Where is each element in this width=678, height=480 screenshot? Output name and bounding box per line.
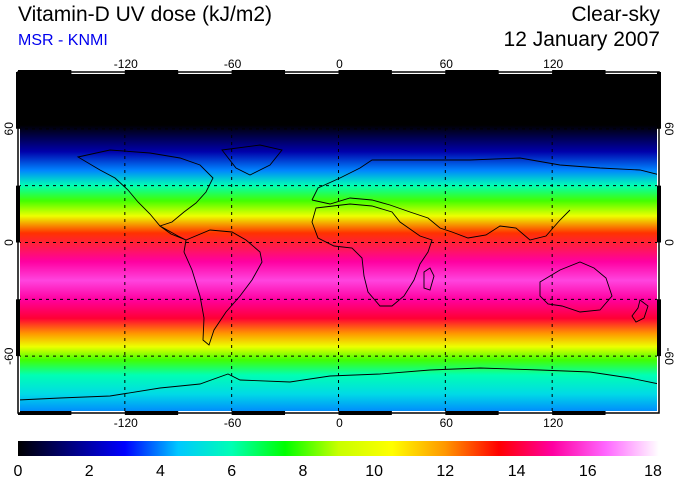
colorbar-label-2: 2 — [85, 463, 94, 480]
lon-label-bottom-0: 0 — [336, 416, 343, 430]
map-frame — [17, 71, 660, 414]
colorbar: 0 2 4 6 8 10 12 14 16 18 — [14, 441, 662, 480]
lat-label-left-minus60: -60 — [2, 347, 16, 365]
lon-label-bottom-minus60: -60 — [224, 416, 242, 430]
coastline-greenland — [221, 144, 283, 176]
coastline-madagascar — [423, 267, 435, 291]
map-source: MSR - KNMI — [18, 32, 108, 49]
colorbar-label-16: 16 — [579, 463, 597, 480]
colorbar-label-14: 14 — [508, 463, 526, 480]
sky-condition: Clear-sky — [571, 3, 660, 26]
lat-label-right-60: 60 — [662, 122, 676, 136]
lon-label-bottom-minus120: -120 — [114, 416, 138, 430]
colorbar-label-12: 12 — [436, 463, 454, 480]
lon-label-bottom-120: 120 — [543, 416, 563, 430]
lon-label-top-0: 0 — [336, 57, 343, 71]
lon-labels-bottom: -120 -60 0 60 120 — [114, 416, 564, 430]
colorbar-label-4: 4 — [156, 463, 165, 480]
colorbar-gradient — [18, 441, 659, 456]
coastline-africa — [311, 203, 433, 307]
lon-label-bottom-60: 60 — [440, 416, 454, 430]
map-panel: -120 -60 0 60 120 -120 -60 0 60 120 60 0… — [2, 57, 676, 430]
lat-label-right-0: 0 — [662, 239, 676, 246]
map-title: Vitamin-D UV dose (kJ/m2) — [18, 3, 273, 26]
colorbar-label-0: 0 — [14, 463, 23, 480]
colorbar-label-10: 10 — [365, 463, 383, 480]
coastline-north-america — [76, 149, 214, 241]
lat-labels-left: 60 0 -60 — [2, 122, 16, 365]
map-date: 12 January 2007 — [503, 28, 660, 51]
lat-label-left-0: 0 — [2, 239, 16, 246]
coastline-europe-asia — [311, 157, 659, 241]
lat-label-left-60: 60 — [2, 122, 16, 136]
lon-labels-top: -120 -60 0 60 120 — [114, 57, 564, 71]
colorbar-label-18: 18 — [644, 463, 662, 480]
lon-label-top-minus60: -60 — [224, 57, 242, 71]
colorbar-label-8: 8 — [298, 463, 307, 480]
coastline-australia — [539, 261, 613, 313]
coastline-antarctica — [18, 367, 659, 401]
lon-label-top-minus120: -120 — [114, 57, 138, 71]
lon-label-top-120: 120 — [543, 57, 563, 71]
lat-label-right-minus60: -60 — [662, 348, 676, 366]
coastlines — [18, 144, 659, 401]
coastline-south-america — [183, 229, 263, 346]
graticule — [18, 72, 659, 413]
colorbar-label-6: 6 — [227, 463, 236, 480]
lat-labels-right: 60 0 -60 — [662, 122, 676, 365]
coastline-new-zealand — [631, 299, 649, 323]
colorbar-tick-labels: 0 2 4 6 8 10 12 14 16 18 — [14, 463, 662, 480]
lon-label-top-60: 60 — [440, 57, 454, 71]
